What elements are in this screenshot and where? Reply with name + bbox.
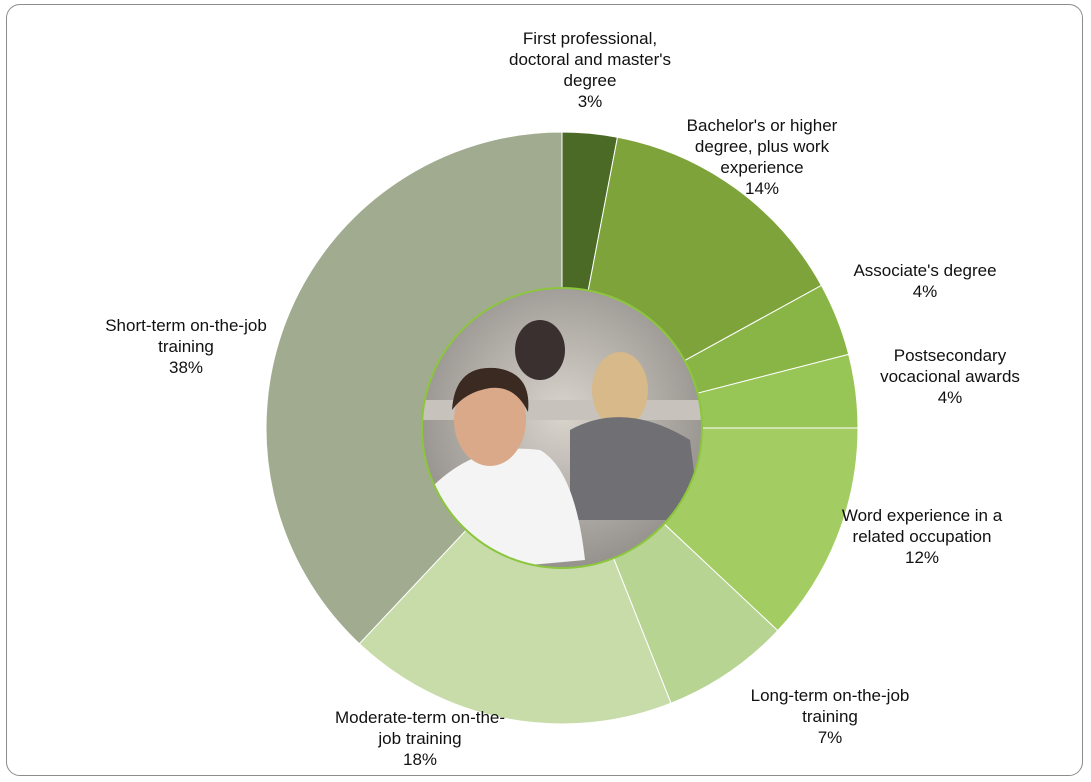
value-label: 38% [168,358,204,377]
category-label: Long-term on-the-job training [750,686,910,726]
category-label: Word experience in a related occupation [841,506,1003,546]
student-girl-body [570,417,700,520]
value-label: 3% [577,92,603,111]
slice-label: Associate's degree 4% [840,260,1010,302]
category-label: Postsecondary vocacional awards [880,346,1020,386]
value-label: 18% [402,750,438,769]
center-photo [422,288,702,568]
value-label: 4% [912,282,938,301]
slice-label: Postsecondary vocacional awards 4% [865,345,1035,408]
category-label: Associate's degree [853,261,997,280]
student-hair [452,367,529,412]
slice-label: Word experience in a related occupation 1… [822,505,1022,568]
value-label: 14% [744,179,780,198]
slice-label: Moderate-term on-the-job training 18% [325,707,515,770]
slice-label: Short-term on-the-job training 38% [86,315,286,378]
student-back [515,320,565,380]
category-label: First professional, doctoral and master'… [509,29,671,90]
slice-label: Bachelor's or higher degree, plus work e… [672,115,852,199]
category-label: Moderate-term on-the-job training [334,708,506,748]
student-face [454,374,526,466]
student-girl [592,352,648,428]
value-label: 7% [817,728,843,747]
frame [6,4,1083,776]
value-label: 12% [904,548,940,567]
value-label: 4% [937,388,963,407]
category-label: Short-term on-the-job training [105,316,267,356]
photo-border [421,287,703,569]
slice-label: First professional, doctoral and master'… [505,28,675,112]
slice-label: Long-term on-the-job training 7% [735,685,925,748]
category-label: Bachelor's or higher degree, plus work e… [686,116,838,177]
